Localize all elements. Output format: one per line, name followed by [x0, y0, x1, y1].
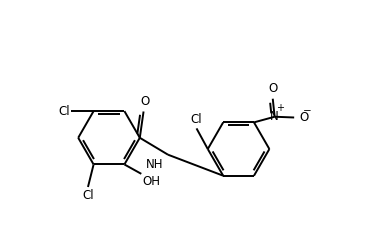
Text: O: O	[300, 111, 309, 124]
Text: O: O	[141, 95, 150, 108]
Text: NH: NH	[146, 159, 163, 171]
Text: N: N	[270, 110, 279, 123]
Text: OH: OH	[143, 175, 161, 188]
Text: +: +	[276, 104, 284, 114]
Text: Cl: Cl	[191, 113, 202, 126]
Text: Cl: Cl	[82, 189, 94, 202]
Text: O: O	[268, 82, 278, 95]
Text: Cl: Cl	[58, 105, 70, 118]
Text: −: −	[303, 106, 312, 116]
